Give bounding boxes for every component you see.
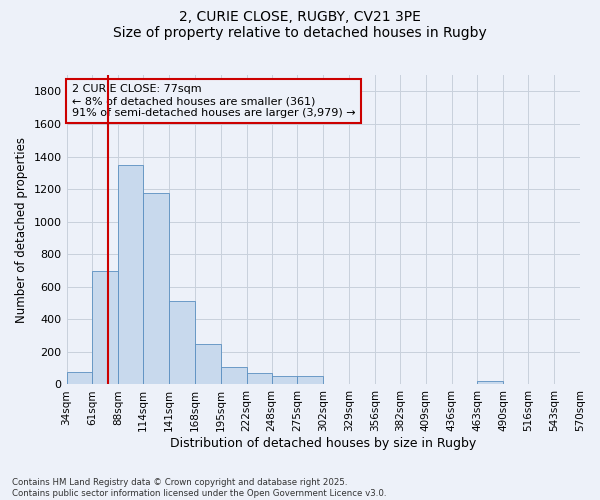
Bar xyxy=(298,376,323,384)
Bar xyxy=(169,302,195,384)
Bar xyxy=(118,164,143,384)
Text: 2, CURIE CLOSE, RUGBY, CV21 3PE
Size of property relative to detached houses in : 2, CURIE CLOSE, RUGBY, CV21 3PE Size of … xyxy=(113,10,487,40)
Bar xyxy=(195,344,221,385)
Bar xyxy=(272,376,298,384)
Text: 2 CURIE CLOSE: 77sqm
← 8% of detached houses are smaller (361)
91% of semi-detac: 2 CURIE CLOSE: 77sqm ← 8% of detached ho… xyxy=(71,84,355,117)
Bar xyxy=(221,366,247,384)
Text: Contains HM Land Registry data © Crown copyright and database right 2025.
Contai: Contains HM Land Registry data © Crown c… xyxy=(12,478,386,498)
Bar xyxy=(143,193,169,384)
Bar xyxy=(247,373,272,384)
Y-axis label: Number of detached properties: Number of detached properties xyxy=(15,137,28,323)
Bar xyxy=(67,372,92,384)
Bar xyxy=(478,381,503,384)
X-axis label: Distribution of detached houses by size in Rugby: Distribution of detached houses by size … xyxy=(170,437,476,450)
Bar xyxy=(92,270,118,384)
